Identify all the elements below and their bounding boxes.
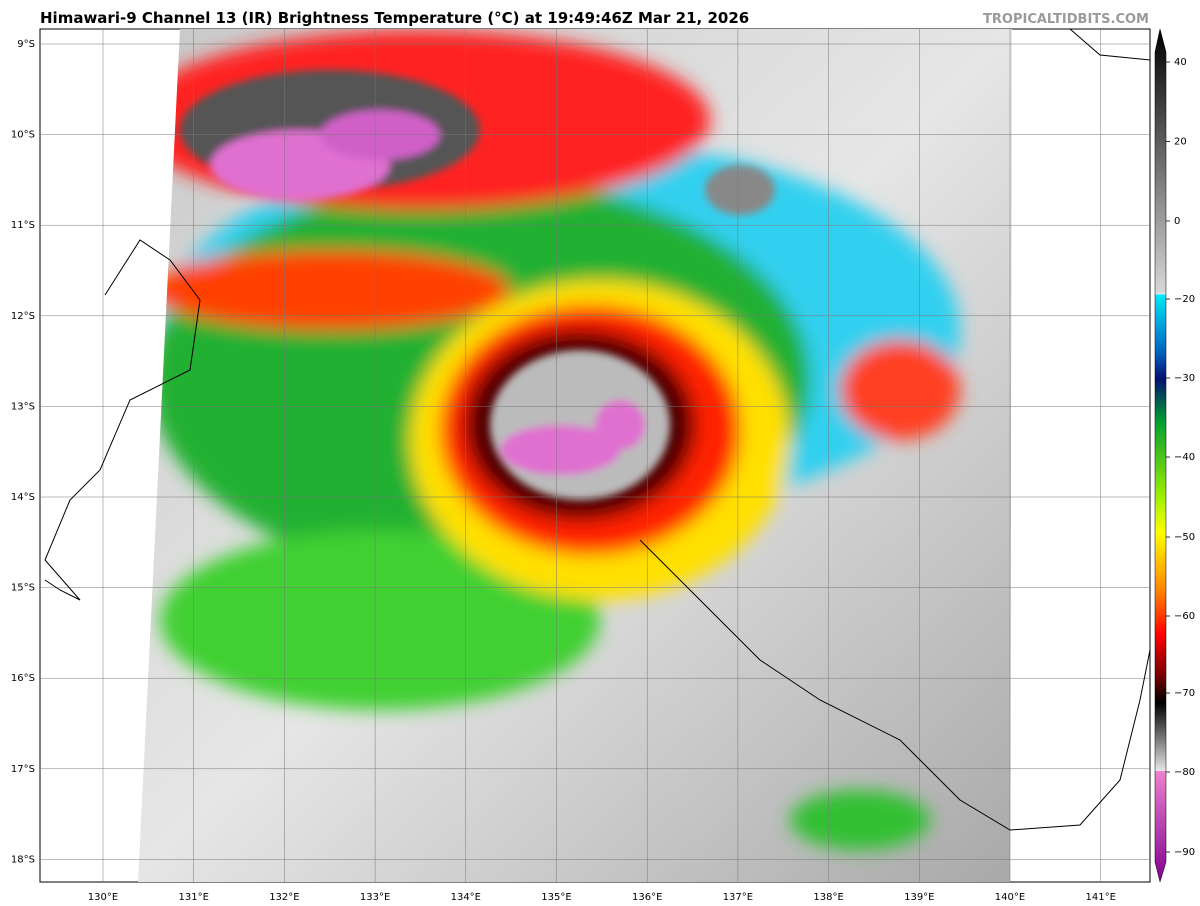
lat-label: 11°S	[11, 220, 35, 231]
colorbar-label: −40	[1174, 452, 1195, 463]
lon-label: 132°E	[269, 892, 299, 903]
colorbar-label: 40	[1174, 57, 1187, 68]
coastline	[639, 539, 1151, 831]
coastline	[1069, 28, 1151, 61]
colorbar-label: 0	[1174, 216, 1180, 227]
lat-label: 14°S	[11, 492, 35, 503]
colorbar-label: −60	[1174, 611, 1195, 622]
lat-label: 18°S	[11, 854, 35, 865]
colorbar	[1154, 28, 1167, 883]
lat-label: 12°S	[11, 311, 35, 322]
lat-label: 16°S	[11, 673, 35, 684]
lon-label: 135°E	[541, 892, 571, 903]
colorbar-label: 20	[1174, 137, 1187, 148]
lon-label: 134°E	[451, 892, 481, 903]
colorbar-label: −30	[1174, 373, 1195, 384]
watermark: TROPICALTIDBITS.COM	[983, 12, 1149, 27]
lon-label: 140°E	[995, 892, 1025, 903]
graticule	[40, 29, 1150, 882]
lat-label: 15°S	[11, 583, 35, 594]
lat-label: 13°S	[11, 401, 35, 412]
colorbar-label: −50	[1174, 532, 1195, 543]
lon-label: 136°E	[632, 892, 662, 903]
satellite-imagery	[138, 29, 1012, 882]
lon-label: 133°E	[360, 892, 390, 903]
colorbar-label: −70	[1174, 688, 1195, 699]
lat-label: 17°S	[11, 764, 35, 775]
title: Himawari-9 Channel 13 (IR) Brightness Te…	[40, 9, 749, 27]
colorbar-label: −20	[1174, 294, 1195, 305]
lon-label: 131°E	[178, 892, 208, 903]
coastline	[44, 239, 201, 601]
colorbar-label: −80	[1174, 767, 1195, 778]
lon-label: 138°E	[813, 892, 843, 903]
lon-label: 137°E	[723, 892, 753, 903]
lat-label: 10°S	[11, 130, 35, 141]
lon-label: 139°E	[904, 892, 934, 903]
colorbar-label: −90	[1174, 847, 1195, 858]
lon-label: 130°E	[88, 892, 118, 903]
lon-label: 141°E	[1085, 892, 1115, 903]
lat-label: 9°S	[17, 39, 35, 50]
